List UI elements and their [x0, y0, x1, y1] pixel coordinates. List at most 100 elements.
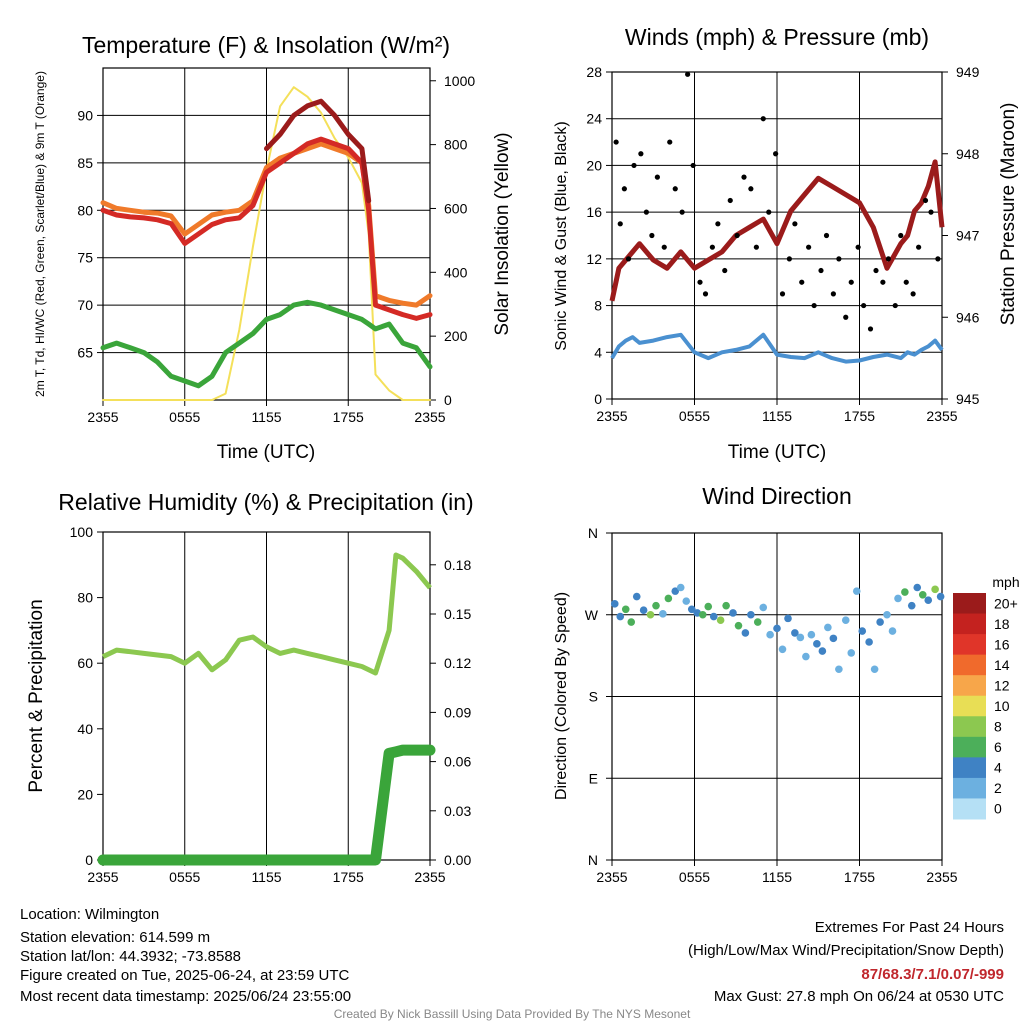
x-tick-label: 0555: [679, 869, 710, 885]
gust-point: [613, 139, 619, 145]
gust-point: [643, 209, 649, 215]
gust-point: [773, 151, 779, 157]
direction-point: [753, 618, 762, 626]
gust-point: [867, 326, 874, 332]
y2-tick-label: 946: [956, 309, 980, 325]
y2-tick-label: 600: [444, 200, 468, 216]
y-tick-label: S: [589, 689, 598, 705]
y-tick-label: 85: [77, 155, 93, 171]
colorbar-label: 2: [994, 780, 1002, 796]
y2-tick-label: 0.12: [444, 655, 471, 671]
direction-point: [847, 649, 856, 657]
y-tick-label: 70: [77, 297, 93, 313]
x-axis-label: Time (UTC): [728, 442, 827, 463]
gust-point: [830, 291, 836, 297]
gust-point: [818, 267, 824, 274]
colorbar-title: mph: [992, 574, 1019, 590]
series-line-rh: [101, 552, 432, 676]
series-line-2mt: [100, 136, 433, 321]
x-tick-label: 0555: [169, 409, 200, 425]
y-tick-label: 20: [586, 157, 602, 173]
direction-point: [784, 614, 792, 623]
direction-point: [876, 618, 884, 626]
y-tick-label: 28: [586, 64, 602, 80]
y-axis-label: Percent & Precipitation: [26, 599, 47, 792]
direction-point: [682, 597, 691, 605]
direction-point: [852, 587, 861, 595]
direction-point: [610, 600, 619, 608]
x-tick-label: 1155: [251, 869, 281, 885]
colorbar-swatch: [953, 593, 986, 615]
x-tick-label: 2355: [414, 869, 445, 885]
gust-point: [766, 209, 772, 215]
direction-point: [865, 638, 873, 646]
y2-tick-label: 949: [956, 64, 980, 80]
direction-point: [841, 616, 850, 624]
x-tick-label: 2355: [414, 409, 445, 425]
y-tick-label: 75: [77, 250, 93, 266]
y2-tick-label: 0: [444, 392, 452, 408]
direction-point: [888, 627, 897, 635]
gust-point: [843, 314, 849, 320]
direction-point: [773, 624, 781, 633]
x-tick-label: 1155: [251, 409, 281, 425]
direction-point: [791, 629, 799, 637]
y2-tick-label: 0.00: [444, 852, 471, 868]
gust-point: [672, 186, 678, 192]
x-tick-label: 1755: [333, 409, 364, 425]
gust-point: [661, 244, 667, 250]
y-tick-label: N: [588, 525, 598, 541]
gust-point: [697, 279, 703, 285]
x-tick-label: 2355: [87, 869, 118, 885]
direction-point: [729, 609, 737, 617]
chart-title: Winds (mph) & Pressure (mb): [625, 24, 929, 50]
direction-point: [698, 610, 707, 619]
gust-point: [734, 232, 740, 239]
colorbar-label: 20+: [994, 595, 1018, 611]
gust-point: [667, 139, 673, 145]
direction-point: [918, 590, 927, 599]
gust-point: [880, 279, 886, 285]
chart-title: Relative Humidity (%) & Precipitation (i…: [58, 489, 473, 515]
colorbar-label: 16: [994, 636, 1010, 652]
direction-point: [704, 602, 713, 611]
gust-point: [873, 267, 879, 274]
colorbar-label: 0: [994, 801, 1002, 817]
y-axis-label: Sonic Wind & Gust (Blue, Black): [553, 121, 570, 350]
direction-point: [813, 640, 821, 648]
gust-point: [903, 279, 909, 285]
chart-title: Wind Direction: [702, 483, 852, 509]
y2-tick-label: 0.03: [444, 803, 471, 819]
x-tick-label: 2355: [926, 869, 957, 885]
credit-text: Created By Nick Bassill Using Data Provi…: [333, 1007, 691, 1021]
direction-point: [621, 605, 630, 614]
gust-point: [786, 256, 792, 262]
gust-point: [753, 244, 759, 250]
gust-point: [621, 186, 627, 192]
gust-point: [690, 162, 696, 169]
gust-point: [792, 221, 798, 227]
direction-point: [936, 592, 945, 601]
gust-point: [898, 232, 904, 239]
direction-point: [747, 610, 755, 619]
gust-point: [779, 291, 786, 297]
x-tick-label: 1155: [762, 869, 792, 885]
y2-tick-label: 400: [444, 264, 468, 280]
direction-point: [646, 610, 655, 619]
y-tick-label: 100: [70, 524, 94, 540]
direction-point: [722, 601, 730, 610]
direction-point: [616, 612, 625, 621]
y2-tick-label: 200: [444, 328, 468, 344]
colorbar-swatch: [953, 716, 986, 738]
gust-point: [649, 232, 655, 239]
direction-point: [835, 665, 843, 674]
gust-point: [823, 232, 830, 239]
direction-point: [671, 587, 680, 595]
direction-point: [924, 596, 933, 605]
direction-point: [818, 647, 827, 655]
direction-point: [766, 630, 774, 639]
series-line-td: [100, 299, 433, 389]
gust-point: [741, 174, 747, 180]
direction-point: [913, 583, 922, 592]
y-tick-label: 20: [77, 786, 93, 802]
